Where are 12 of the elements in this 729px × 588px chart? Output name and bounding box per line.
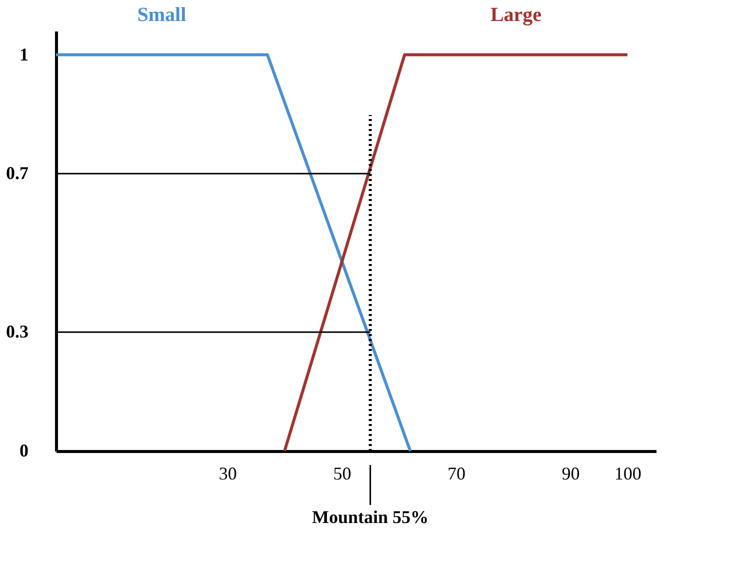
y-tick-label: 0.3	[6, 322, 28, 342]
y-tick-label: 0	[20, 440, 28, 460]
series-label: Small	[137, 4, 187, 26]
series-label: Large	[490, 4, 542, 26]
ref-line-label: Mountain 55%	[312, 507, 429, 527]
x-tick-label: 30	[218, 464, 237, 484]
x-tick-label: 70	[448, 464, 466, 484]
y-tick-label: 0.7	[6, 163, 28, 184]
x-tick-label: 50	[333, 464, 352, 484]
x-tick-label: 90	[562, 464, 580, 484]
y-tick-label: 1	[20, 44, 28, 64]
x-tick-label: 100	[614, 464, 642, 484]
